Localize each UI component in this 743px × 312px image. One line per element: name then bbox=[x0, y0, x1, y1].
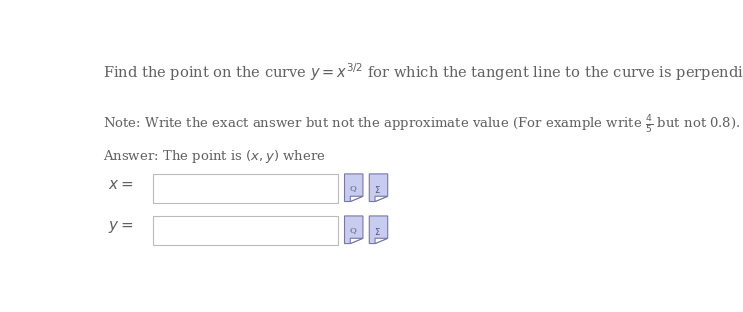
Text: Find the point on the curve $y = x^{3/2}$ for which the tangent line to the curv: Find the point on the curve $y = x^{3/2}… bbox=[103, 61, 743, 83]
Polygon shape bbox=[345, 174, 363, 202]
Text: Note: Write the exact answer but not the approximate value (For example write $\: Note: Write the exact answer but not the… bbox=[103, 114, 741, 136]
Polygon shape bbox=[369, 216, 388, 244]
Text: $\Sigma$: $\Sigma$ bbox=[374, 226, 381, 236]
Text: $\mathregular{Q}$: $\mathregular{Q}$ bbox=[348, 184, 357, 194]
Text: $\Sigma$: $\Sigma$ bbox=[374, 183, 381, 195]
Polygon shape bbox=[369, 174, 388, 202]
Text: $x =$: $x =$ bbox=[108, 178, 134, 192]
Polygon shape bbox=[375, 238, 388, 244]
FancyBboxPatch shape bbox=[153, 174, 337, 203]
Polygon shape bbox=[375, 196, 388, 202]
Text: $\mathregular{Q}$: $\mathregular{Q}$ bbox=[348, 226, 357, 236]
Text: Answer: The point is $(x, y)$ where: Answer: The point is $(x, y)$ where bbox=[103, 148, 326, 165]
Text: $y =$: $y =$ bbox=[108, 219, 134, 235]
Polygon shape bbox=[350, 238, 363, 244]
FancyBboxPatch shape bbox=[153, 217, 337, 245]
Polygon shape bbox=[350, 196, 363, 202]
Polygon shape bbox=[345, 216, 363, 244]
